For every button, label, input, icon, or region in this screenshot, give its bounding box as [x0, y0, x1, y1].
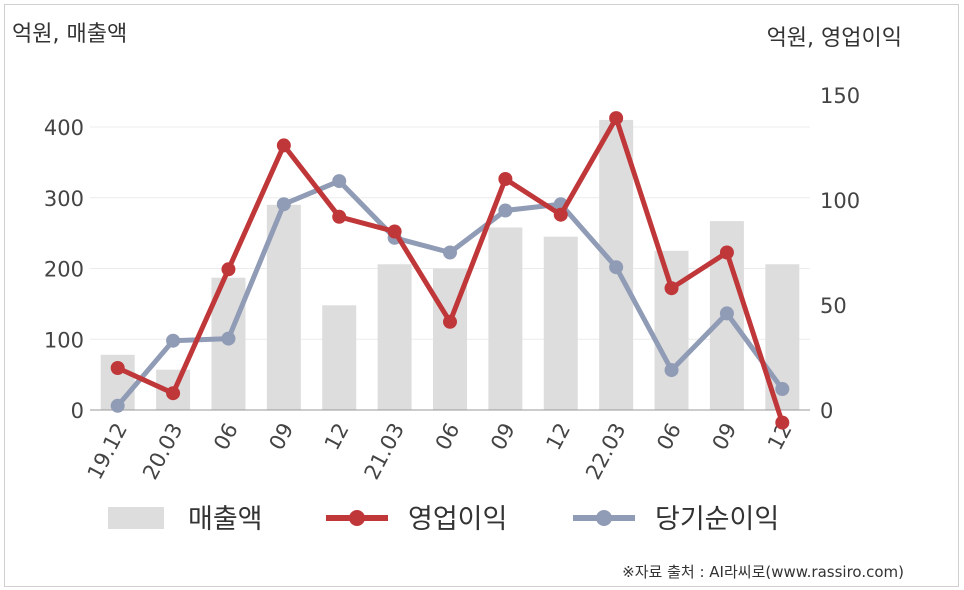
x-tick-label: 06: [652, 419, 686, 454]
series-point: [276, 138, 291, 153]
series-point: [498, 172, 513, 186]
y-right-tick-label: 50: [820, 294, 847, 318]
chart-frame: [4, 4, 959, 587]
series-point: [553, 207, 568, 222]
legend-swatch-bar: [108, 507, 164, 529]
bar-revenue: [654, 250, 689, 410]
x-tick-label: 12: [320, 419, 354, 454]
x-tick-label: 22.03: [581, 419, 630, 483]
legend-label: 당기순이익: [655, 504, 779, 535]
y-left-tick-label: 100: [44, 328, 84, 352]
bar-revenue: [266, 204, 301, 410]
series-point: [664, 281, 679, 296]
bar-revenue: [488, 227, 523, 410]
legend-label: 영업이익: [408, 504, 507, 535]
x-tick-label: 20.03: [138, 419, 187, 483]
series-point: [221, 262, 236, 277]
series-point: [276, 197, 291, 212]
series-point: [166, 333, 181, 348]
right-axis-title: 억원, 영업이익: [766, 26, 902, 51]
series-point: [498, 203, 513, 218]
x-tick-label: 21.03: [360, 419, 409, 483]
x-tick-label: 19.12: [83, 419, 132, 483]
y-right-tick-label: 0: [820, 399, 833, 423]
x-tick-label: 12: [541, 419, 575, 454]
series-point: [443, 314, 457, 329]
y-right-tick-label: 100: [820, 189, 860, 213]
x-tick-label: 09: [708, 419, 742, 454]
y-left-tick-label: 300: [44, 187, 84, 211]
legend-swatch-marker: [596, 510, 612, 526]
series-point: [332, 209, 347, 224]
series-point: [332, 174, 347, 189]
source-note: ※자료 출처 : AI라씨로(www.rassiro.com): [622, 563, 904, 581]
series-point: [719, 245, 734, 260]
legend-label: 매출액: [188, 504, 263, 535]
series-point: [110, 398, 125, 413]
bar-revenue: [377, 264, 412, 410]
x-tick-label: 09: [265, 419, 299, 454]
bar-revenue: [322, 305, 357, 410]
x-tick-label: 06: [209, 419, 243, 454]
series-point: [166, 386, 181, 401]
series-point: [387, 224, 402, 239]
series-point: [443, 245, 457, 260]
series-point: [609, 260, 624, 275]
bar-revenue: [543, 236, 578, 410]
series-point: [609, 111, 624, 126]
x-tick-label: 09: [486, 419, 520, 454]
series-point: [775, 415, 790, 430]
y-left-tick-label: 200: [44, 258, 84, 282]
series-point: [110, 361, 125, 375]
legend-swatch-marker: [349, 510, 365, 526]
y-left-tick-label: 0: [71, 399, 84, 423]
series-point: [719, 306, 734, 321]
y-left-tick-label: 400: [44, 116, 84, 140]
series-point: [664, 363, 679, 378]
series-point: [221, 331, 236, 346]
left-axis-title: 억원, 매출액: [12, 22, 128, 47]
x-tick-label: 06: [431, 419, 465, 454]
series-point: [775, 382, 790, 396]
y-right-tick-label: 150: [820, 84, 860, 108]
